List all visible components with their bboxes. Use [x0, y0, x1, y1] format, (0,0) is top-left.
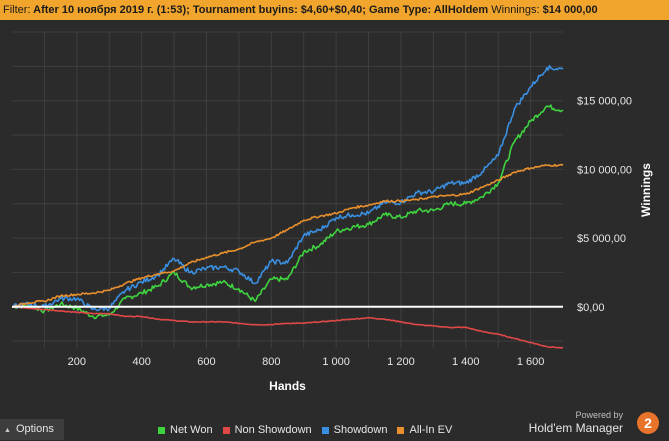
x-tick-label: 1 200	[387, 356, 415, 368]
x-tick-label: 1 000	[322, 356, 350, 368]
legend-swatch	[397, 426, 405, 434]
legend-item: Showdown	[321, 424, 388, 436]
legend-swatch	[222, 426, 230, 434]
x-tick-label: 400	[132, 356, 150, 368]
brand-name: Hold'em Manager	[528, 421, 623, 435]
filter-label: Filter:	[3, 4, 31, 16]
winnings-value: $14 000,00	[542, 4, 598, 16]
chart-legend: Net Won Non Showdown Showdown All-In EV	[158, 422, 462, 438]
y-tick-label: $5 000,00	[577, 233, 626, 245]
legend-swatch	[158, 426, 165, 434]
y-tick-label: $0,00	[577, 302, 605, 314]
x-tick-label: 1 400	[452, 356, 480, 368]
options-button[interactable]: ▲ Options	[0, 419, 64, 440]
legend-label: Showdown	[333, 424, 388, 436]
legend-item: Net Won	[158, 424, 213, 436]
x-tick-label: 800	[262, 356, 280, 368]
legend-label: Net Won	[170, 424, 213, 436]
expand-triangle-icon: ▲	[4, 427, 11, 434]
x-tick-label: 600	[197, 356, 215, 368]
filter-bar: Filter: After 10 ноября 2019 г. (1:53); …	[0, 0, 669, 20]
options-label: Options	[15, 423, 54, 435]
y-tick-label: $10 000,00	[577, 164, 632, 176]
y-axis-label: Winnings	[639, 163, 653, 217]
chart-series	[11, 64, 564, 349]
series-line-net-won	[11, 104, 564, 320]
series-line-non-showdown	[11, 306, 564, 349]
x-axis-label: Hands	[269, 379, 306, 393]
x-tick-label: 1 600	[517, 356, 545, 368]
hm2-logo-icon: 2	[637, 412, 659, 434]
winnings-label: Winnings:	[491, 4, 540, 16]
filter-text: After 10 ноября 2019 г. (1:53); Tourname…	[33, 4, 489, 16]
x-tick-label: 200	[68, 356, 86, 368]
legend-item: Non Showdown	[222, 424, 312, 436]
chart-grid	[12, 31, 563, 348]
legend-swatch	[321, 426, 329, 434]
series-line-showdown	[11, 64, 564, 312]
legend-item: All-In EV	[397, 424, 452, 436]
y-tick-label: $15 000,00	[577, 96, 632, 108]
chart-axes: 200 400 600 800 1 000 1 200 1 400 1 600 $0,00 $5 …	[12, 96, 653, 393]
series-line-all-in-ev	[11, 163, 564, 308]
legend-label: Non Showdown	[234, 424, 312, 436]
winnings-chart: 200 400 600 800 1 000 1 200 1 400 1 600 $0,00 $5 …	[11, 31, 653, 393]
legend-label: All-In EV	[409, 424, 453, 436]
holdem-manager-branding: Powered by Hold'em Manager 2	[523, 410, 663, 438]
powered-by-text: Powered by	[575, 410, 623, 420]
